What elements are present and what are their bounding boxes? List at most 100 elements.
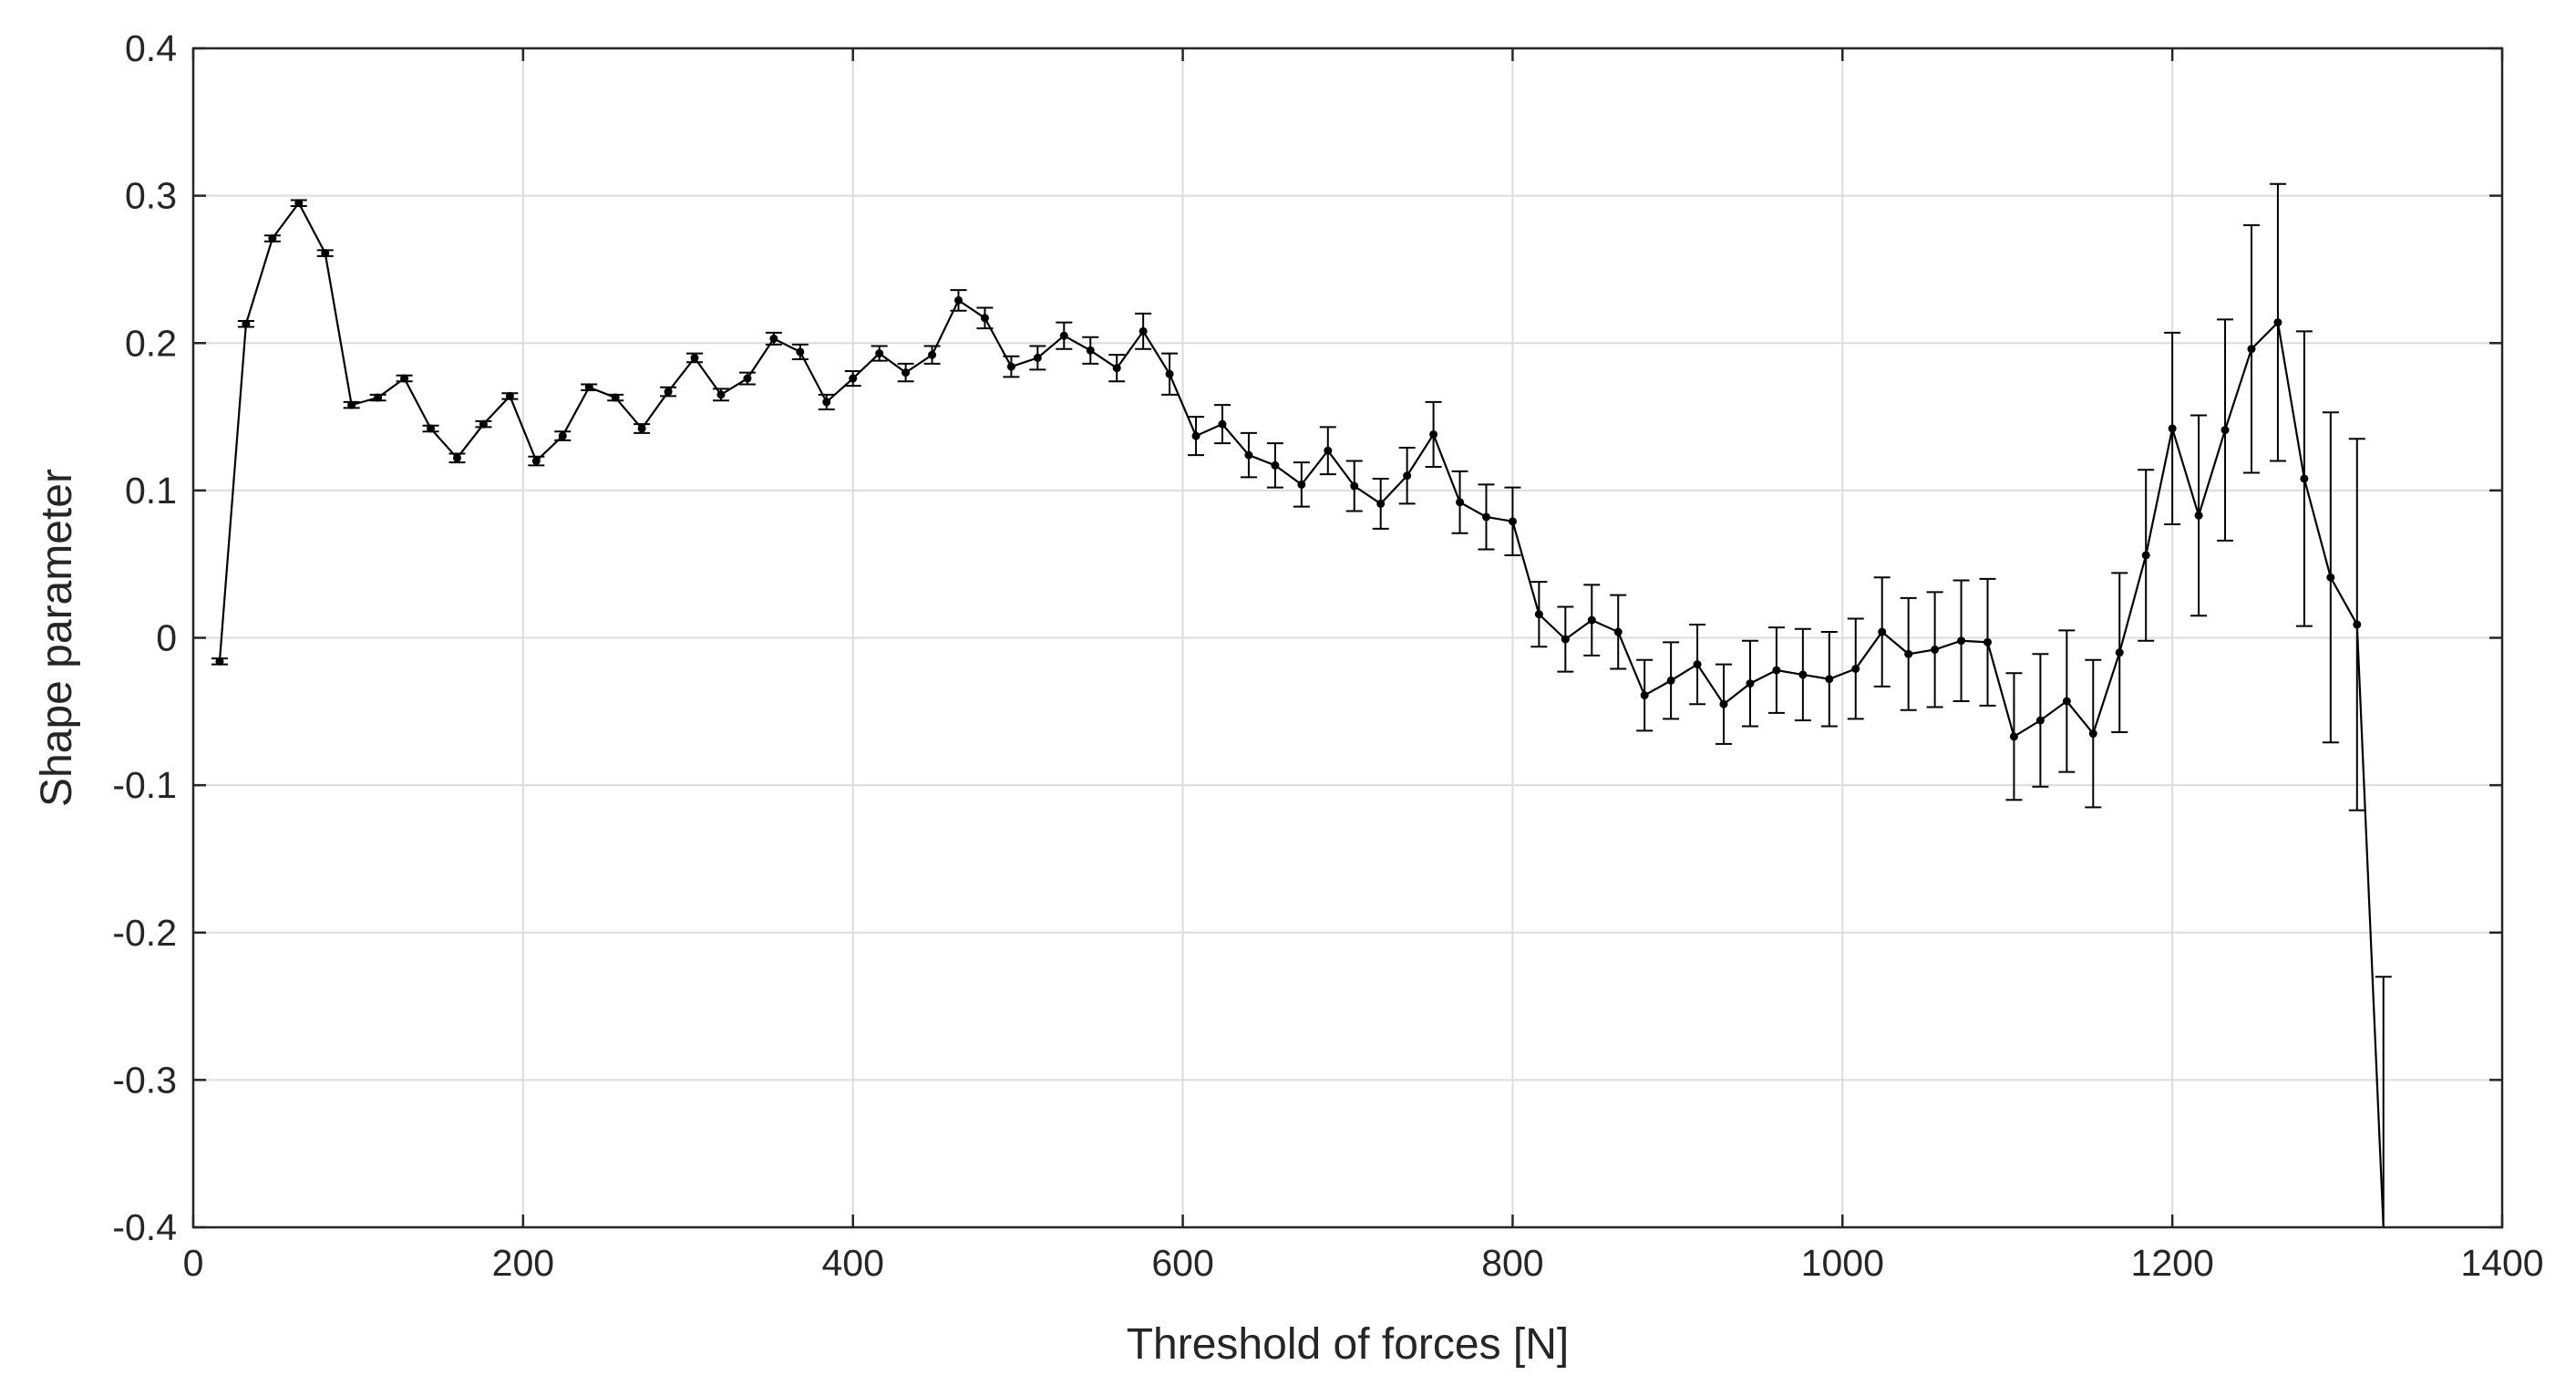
data-point (1746, 679, 1755, 688)
data-point (1244, 450, 1253, 460)
data-point (928, 350, 937, 359)
x-tick-label: 200 (492, 1242, 554, 1284)
data-point (268, 233, 277, 243)
data-point (321, 249, 330, 258)
data-point (1666, 676, 1675, 685)
y-tick-label: 0.3 (125, 175, 177, 217)
y-tick-label: -0.4 (112, 1206, 177, 1248)
data-point (2221, 426, 2230, 435)
data-point (479, 419, 488, 429)
data-point (2353, 620, 2362, 629)
data-point (294, 199, 304, 208)
data-point (1033, 353, 1042, 362)
data-point (1904, 649, 1913, 658)
data-point (902, 368, 911, 377)
y-tick-label: 0 (156, 617, 177, 659)
data-point (2168, 424, 2177, 433)
data-point (1878, 627, 1887, 636)
data-point (1640, 691, 1649, 700)
data-point (531, 457, 541, 466)
tick-marks (191, 47, 2504, 1229)
data-point (1508, 517, 1517, 526)
data-point (400, 374, 409, 383)
x-tick-label: 1400 (2460, 1242, 2543, 1284)
data-point (637, 424, 646, 433)
data-point (2062, 697, 2071, 706)
y-axis-title: Shape parameter (33, 469, 81, 807)
x-tick-label: 0 (183, 1242, 204, 1284)
data-point (1851, 664, 1860, 673)
x-tick-label: 1200 (2131, 1242, 2214, 1284)
data-point (1165, 369, 1174, 378)
data-point (2247, 345, 2256, 354)
data-point (1429, 429, 1438, 439)
data-point (505, 391, 514, 400)
data-point (2035, 716, 2045, 725)
data-point (1693, 660, 1702, 669)
data-point (1403, 471, 1412, 481)
data-point (1006, 362, 1015, 371)
y-tick-label: -0.3 (112, 1059, 177, 1101)
data-point (875, 349, 884, 358)
data-point (2009, 732, 2018, 741)
y-tick-label: -0.1 (112, 764, 177, 806)
data-point (347, 400, 356, 409)
data-point (1086, 346, 1095, 355)
data-point (2194, 511, 2203, 520)
data-point (1059, 331, 1068, 340)
grid-lines (193, 48, 2502, 1227)
data-point (1798, 670, 1808, 679)
y-tick-label: -0.2 (112, 912, 177, 954)
data-point (1481, 512, 1490, 522)
data-point (374, 393, 383, 402)
data-point (1957, 636, 1966, 646)
data-point (1271, 460, 1280, 470)
data-point (980, 314, 989, 323)
data-point (1772, 666, 1781, 675)
data-point (1297, 480, 1306, 489)
data-point (2115, 648, 2124, 657)
x-tick-label: 800 (1481, 1242, 1543, 1284)
data-point (849, 374, 858, 383)
data-point (242, 319, 251, 328)
data-point (1324, 446, 1333, 455)
data-point (1587, 615, 1596, 625)
data-point (427, 424, 436, 433)
data-point (215, 657, 224, 666)
data-point (2088, 729, 2097, 739)
data-point (743, 374, 752, 383)
data-point (690, 353, 699, 362)
data-point (452, 453, 461, 462)
data-point (1613, 627, 1623, 636)
data-point (1534, 610, 1543, 619)
data-points (215, 199, 2362, 741)
data-point (558, 431, 567, 440)
data-point (1218, 419, 1227, 429)
y-tick-labels: 0.4 0.3 0.2 0.1 0 -0.1 -0.2 -0.3 -0.4 (112, 27, 177, 1248)
data-point (1719, 699, 1728, 708)
data-point (769, 334, 778, 343)
data-point (1191, 431, 1200, 440)
data-point (1112, 364, 1121, 373)
data-point (1984, 637, 1993, 646)
data-point (1931, 645, 1940, 654)
x-tick-label: 1000 (1801, 1242, 1884, 1284)
x-tick-labels: 0 200 400 600 800 1000 1200 1400 (183, 1242, 2544, 1284)
y-tick-label: 0.4 (125, 27, 177, 69)
x-axis-title: Threshold of forces [N] (1127, 1320, 1570, 1369)
y-tick-label: 0.2 (125, 322, 177, 364)
data-point (796, 347, 805, 357)
data-point (1561, 635, 1570, 644)
data-point (1825, 675, 1834, 684)
data-point (1456, 498, 1465, 507)
y-tick-label: 0.1 (125, 470, 177, 512)
data-point (584, 383, 593, 392)
data-point (2300, 474, 2309, 483)
data-point (664, 388, 673, 397)
data-point (716, 390, 726, 399)
data-point (1350, 481, 1359, 491)
x-tick-label: 400 (822, 1242, 884, 1284)
data-point (2141, 551, 2150, 560)
data-point (2273, 318, 2282, 327)
